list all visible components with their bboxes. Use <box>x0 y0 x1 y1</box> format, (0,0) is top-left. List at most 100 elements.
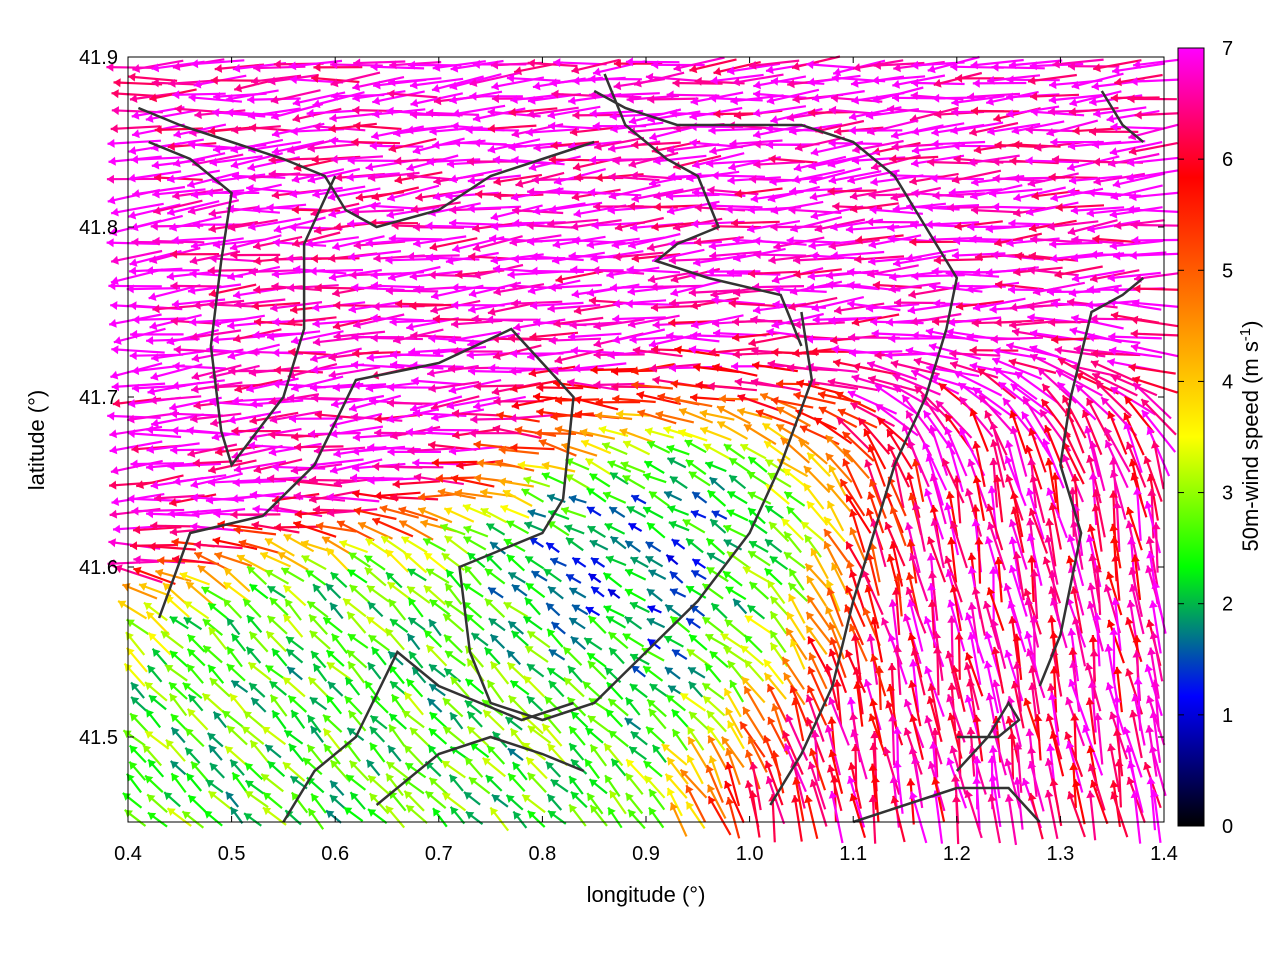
wind-vector-head <box>1056 369 1065 378</box>
wind-vector-head <box>333 478 342 488</box>
wind-vector-head <box>1086 208 1095 218</box>
wind-vector-head <box>650 282 658 292</box>
wind-vector-head <box>612 394 620 404</box>
wind-vector-head <box>692 559 701 567</box>
wind-vector-head <box>788 302 797 311</box>
wind-vector-head <box>729 475 738 484</box>
wind-vector-head <box>974 537 984 545</box>
wind-vector-head <box>330 780 339 789</box>
wind-vector-head <box>792 94 800 104</box>
wind-vector-head <box>495 459 503 468</box>
wind-vector-head <box>909 714 918 723</box>
wind-vector-head <box>723 524 732 533</box>
wind-vector-head <box>649 363 657 373</box>
wind-vector-head <box>667 505 676 514</box>
wind-vector-head <box>908 680 917 689</box>
wind-vector <box>128 203 181 218</box>
wind-vector <box>790 684 809 727</box>
wind-vector <box>729 139 783 146</box>
wind-vector-head <box>610 536 619 545</box>
wind-vector-head <box>848 624 858 633</box>
wind-vector-head <box>349 270 357 280</box>
wind-vector-head <box>151 78 159 88</box>
wind-vector-head <box>703 443 712 452</box>
wind-vector-head <box>693 362 701 372</box>
wind-vector-head <box>374 414 382 424</box>
wind-vector-head <box>1151 581 1161 590</box>
wind-vector-head <box>374 491 382 501</box>
wind-vector <box>211 314 265 326</box>
wind-vector-head <box>272 710 281 719</box>
wind-vector-head <box>806 575 815 585</box>
wind-vector-head <box>998 382 1007 390</box>
wind-vector-head <box>1128 363 1136 372</box>
wind-vector <box>872 616 884 663</box>
wind-vector-head <box>609 790 618 799</box>
wind-vector-head <box>486 315 494 325</box>
wind-vector-head <box>248 367 257 377</box>
wind-vector-head <box>449 218 457 228</box>
wind-vector <box>991 619 1007 669</box>
wind-vector-head <box>388 599 397 608</box>
wind-vector-head <box>527 237 535 247</box>
wind-vector-head <box>508 695 517 704</box>
wind-vector-head <box>152 648 161 657</box>
wind-vector-head <box>1093 63 1101 73</box>
wind-vector-head <box>523 676 532 685</box>
wind-vector <box>989 794 1001 844</box>
wind-vector-head <box>569 587 578 596</box>
wind-vector-head <box>647 94 655 104</box>
wind-vector-head <box>771 320 780 329</box>
wind-vector <box>547 124 602 130</box>
wind-vector-head <box>971 504 981 512</box>
wind-vector-head <box>686 173 694 183</box>
wind-vector-head <box>767 580 776 589</box>
wind-vector <box>309 478 360 482</box>
wind-vector-head <box>875 385 884 393</box>
wind-vector-head <box>413 473 422 482</box>
wind-vector-head <box>190 190 199 199</box>
wind-vector-head <box>1047 615 1057 623</box>
wind-vector <box>1111 791 1129 838</box>
wind-vector <box>884 521 906 567</box>
wind-vector-head <box>294 442 302 452</box>
wind-vector-head <box>724 780 733 790</box>
wind-vector <box>572 362 627 371</box>
wind-vector-head <box>1128 146 1137 156</box>
wind-vector-head <box>949 584 959 593</box>
wind-vector <box>1114 554 1121 601</box>
wind-vector <box>1090 680 1097 733</box>
wind-vector-head <box>201 586 210 595</box>
wind-vector-head <box>573 162 581 172</box>
wind-vector-head <box>629 746 638 755</box>
wind-vector-head <box>678 428 687 438</box>
wind-vector <box>1145 664 1163 717</box>
wind-vector-head <box>985 224 993 234</box>
wind-vector <box>612 328 666 343</box>
wind-vector-head <box>767 472 776 481</box>
wind-vector-head <box>404 692 413 701</box>
wind-vector-head <box>689 634 698 643</box>
wind-vector-head <box>949 745 959 754</box>
wind-vector-head <box>527 726 537 734</box>
boundary-line <box>375 735 585 806</box>
wind-vector-head <box>527 664 536 672</box>
wind-vector <box>529 331 579 339</box>
wind-vector-head <box>789 186 797 196</box>
wind-vector <box>626 268 681 274</box>
wind-vector <box>1106 110 1160 121</box>
wind-vector-head <box>847 280 855 290</box>
wind-vector-head <box>868 542 878 551</box>
wind-vector-head <box>606 270 614 279</box>
wind-vector <box>571 188 621 199</box>
wind-vector-head <box>1068 107 1077 117</box>
wind-vector-head <box>511 400 520 410</box>
wind-vector-head <box>145 775 154 784</box>
wind-vector-head <box>522 794 531 803</box>
wind-vector-head <box>253 475 261 485</box>
wind-vector-head <box>969 362 978 371</box>
wind-vector-head <box>451 283 459 293</box>
wind-vector-head <box>964 695 974 703</box>
wind-vector-head <box>330 572 339 581</box>
wind-vector-head <box>608 632 617 641</box>
